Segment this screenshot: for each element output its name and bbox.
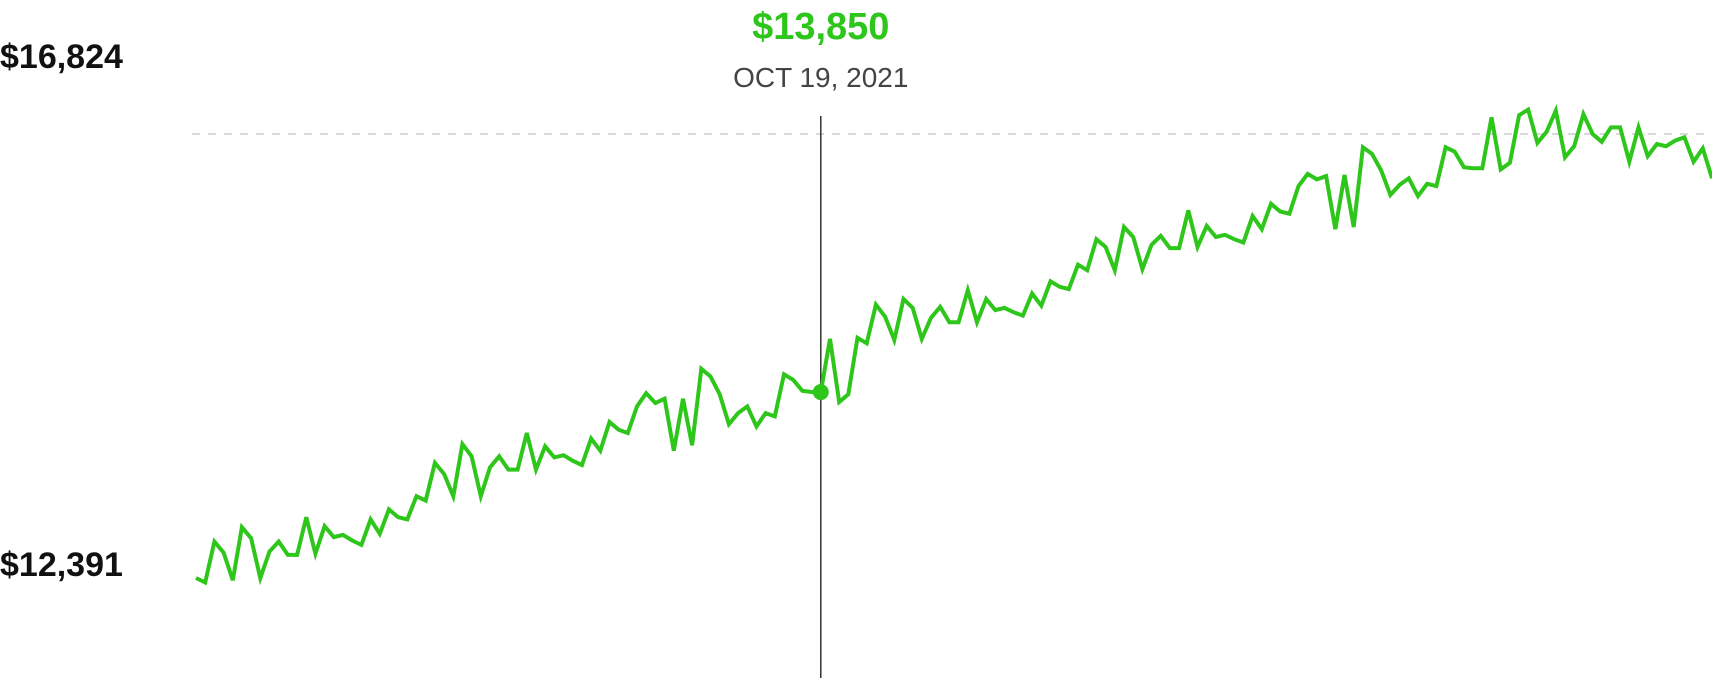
- tooltip-date-label: OCT 19, 2021: [733, 62, 909, 93]
- tooltip-price-value: $13,850: [752, 6, 890, 48]
- y-axis-max-label: $16,824: [0, 38, 123, 76]
- y-axis-min-label: $12,391: [0, 546, 123, 584]
- price-series-line: [195, 104, 1712, 586]
- hover-point-marker[interactable]: [812, 384, 829, 401]
